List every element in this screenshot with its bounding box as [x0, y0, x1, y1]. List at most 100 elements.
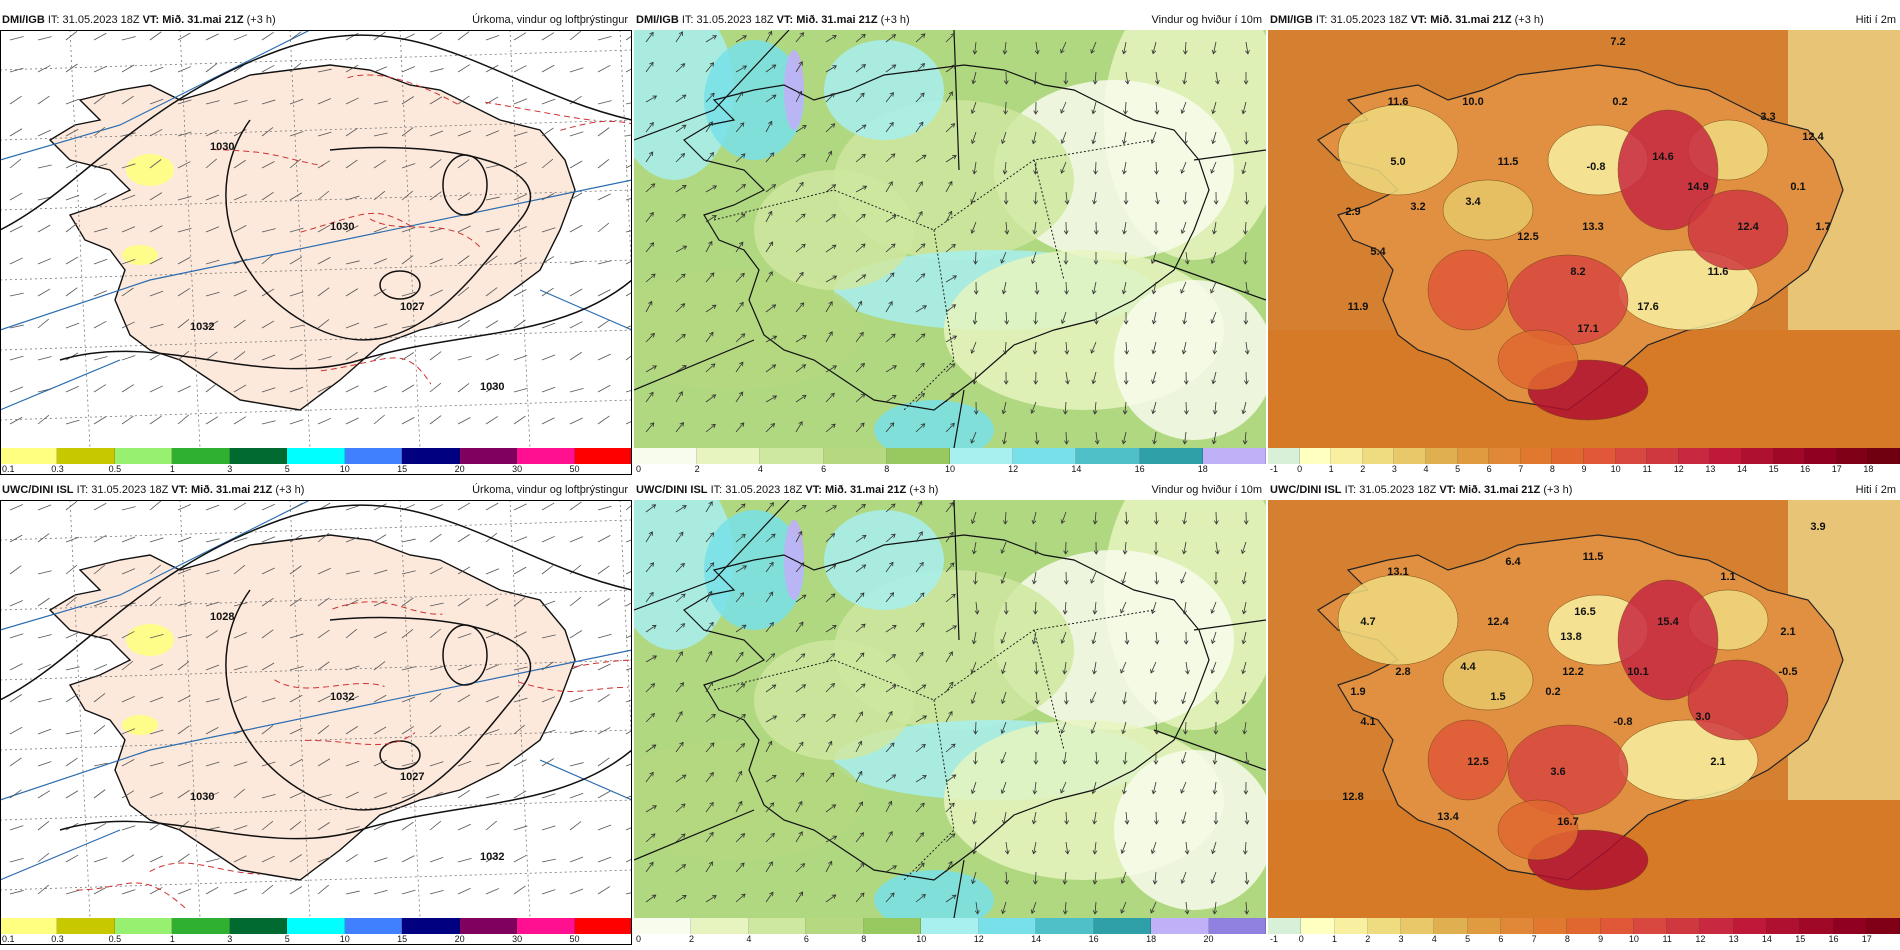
- wind-barb: [289, 565, 302, 575]
- wind-arrow: [855, 34, 866, 43]
- wind-arrow: [675, 895, 687, 903]
- wind-arrow: [1123, 221, 1127, 234]
- wind-arrowhead: [1244, 910, 1250, 915]
- wind-arrow: [645, 95, 657, 103]
- wind-barb: [485, 287, 498, 297]
- wind-arrow: [795, 741, 804, 753]
- wind-barb: [261, 629, 274, 639]
- wind-arrowhead: [1183, 50, 1188, 55]
- map-svg: [634, 10, 1266, 460]
- wind-barb: [373, 534, 387, 543]
- wind-barb: [429, 504, 444, 511]
- wind-barb: [9, 694, 22, 703]
- wind-arrow: [825, 683, 835, 693]
- wind-arrowhead: [712, 895, 717, 900]
- colorbar-swatch: [1741, 448, 1774, 464]
- wind-barb: [233, 665, 248, 671]
- wind-arrow: [1245, 901, 1248, 914]
- wind-barb: [261, 161, 275, 169]
- wind-barb: [261, 820, 274, 831]
- temperature-label: 1.7: [1815, 221, 1830, 233]
- wind-arrowhead: [920, 392, 925, 398]
- wind-arrowhead: [1215, 79, 1220, 85]
- wind-arrowhead: [799, 772, 805, 777]
- isobar-label: 1030: [190, 791, 214, 803]
- wind-arrowhead: [860, 243, 866, 248]
- temperature-label: 17.6: [1637, 301, 1658, 313]
- wind-arrowhead: [768, 740, 773, 746]
- wind-arrowhead: [771, 684, 777, 689]
- wind-barb: [65, 98, 80, 105]
- wind-arrowhead: [831, 184, 837, 189]
- wind-arrowhead: [1243, 790, 1249, 795]
- iceland-coastline: [683, 534, 1210, 881]
- colorbar-swatch: [1805, 448, 1837, 464]
- wind-barb: [429, 725, 442, 735]
- wind-barb: [65, 322, 80, 329]
- panel-precip-dmi: DMI/IGB IT: 31.05.2023 18Z VT: Mið. 31.m…: [0, 10, 632, 475]
- wind-barb: [93, 887, 107, 895]
- wind-barb: [401, 792, 416, 799]
- wind-barb: [65, 790, 79, 799]
- colorbar-swatch: [1836, 448, 1869, 464]
- colorbar-swatch: [287, 918, 345, 934]
- colorbar-swatch: [748, 918, 807, 934]
- wind-barb: [261, 254, 273, 265]
- wind-barb: [597, 64, 611, 73]
- wind-arrow: [1152, 371, 1157, 384]
- wind-arrow: [1001, 131, 1007, 144]
- wind-arrow: [1093, 281, 1097, 294]
- wind-arrowhead: [799, 271, 804, 277]
- colorbar-swatch: [1362, 448, 1395, 464]
- wind-arrow: [1061, 311, 1067, 324]
- colorbar-tick-label: 14: [1761, 934, 1772, 944]
- wind-barb: [205, 886, 219, 895]
- wind-arrow: [765, 211, 773, 223]
- wind-barb: [233, 319, 246, 329]
- wind-arrowhead: [1154, 170, 1159, 175]
- wind-barb: [93, 534, 107, 543]
- wind-barb: [485, 598, 499, 607]
- wind-arrowhead: [1033, 760, 1039, 765]
- wind-arrowhead: [1183, 410, 1189, 415]
- colorbar-swatch: [1633, 918, 1668, 934]
- colorbar-tick-label: 8: [1564, 934, 1570, 944]
- wind-arrow: [855, 393, 866, 403]
- colorbar-cells: [634, 448, 1266, 464]
- wind-arrow: [1211, 601, 1217, 614]
- wind-barb: [457, 64, 471, 73]
- wind-barb: [93, 502, 107, 511]
- wind-arrow: [1061, 161, 1067, 174]
- wind-barb: [289, 502, 303, 511]
- wind-arrow: [735, 771, 742, 783]
- wind-arrow: [855, 243, 866, 253]
- wind-arrow: [735, 683, 746, 693]
- wind-barb: [233, 224, 247, 233]
- colorbar-tick-label: 0.1: [2, 464, 15, 474]
- wind-barb: [569, 224, 583, 233]
- wind-arrow: [645, 422, 655, 433]
- wind-arrow: [1182, 341, 1187, 354]
- wind-arrowhead: [1000, 259, 1005, 264]
- wind-barb: [373, 726, 387, 735]
- wind-barb: [121, 163, 136, 169]
- wind-arrow: [705, 394, 716, 403]
- colorbar-tick-label: 2: [694, 464, 700, 474]
- wind-arrowhead: [1154, 580, 1160, 585]
- wind-arrowhead: [1241, 109, 1247, 115]
- wind-arrow: [825, 741, 832, 753]
- colorbar-swatch: [1520, 448, 1553, 464]
- wind-arrow: [855, 504, 866, 513]
- wind-arrowhead: [857, 740, 863, 746]
- wind-arrowhead: [712, 35, 717, 40]
- wind-arrowhead: [1153, 820, 1159, 825]
- colorbar-tick-label: 10: [1628, 934, 1639, 944]
- wind-barb: [625, 164, 632, 169]
- wind-arrowhead: [649, 211, 654, 217]
- model-name: UWC/DINI ISL: [636, 484, 708, 496]
- iceland-coastline: [683, 64, 1210, 411]
- wind-arrowhead: [771, 304, 777, 309]
- wind-arrow: [645, 151, 654, 163]
- wind-arrow: [795, 505, 807, 513]
- wind-arrowhead: [682, 505, 687, 510]
